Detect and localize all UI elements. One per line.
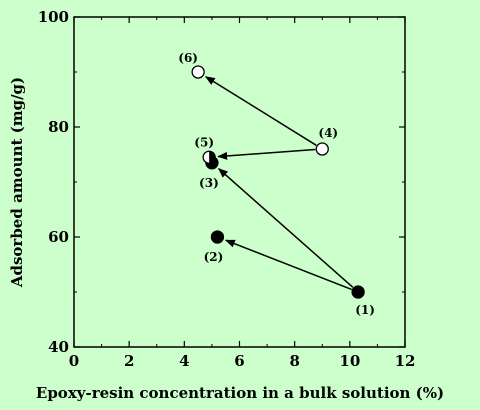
point-5 xyxy=(202,150,216,164)
point-label-6: (6) xyxy=(178,51,198,65)
x-tick-label: 12 xyxy=(395,352,416,370)
x-tick-label: 0 xyxy=(69,352,79,370)
arrow-1-to-2 xyxy=(224,239,352,291)
x-axis-title: Epoxy-resin concentration in a bulk solu… xyxy=(36,384,444,402)
point-2 xyxy=(210,230,225,244)
arrows xyxy=(204,76,354,291)
point-label-4: (4) xyxy=(318,126,338,140)
x-tick-labels: 0 2 4 6 8 10 12 xyxy=(69,352,416,370)
arrow-4-to-5 xyxy=(217,148,316,160)
x-tick-label: 4 xyxy=(179,352,189,370)
x-tick-label: 10 xyxy=(339,352,360,370)
y-axis-title: Adsorbed amount (mg/g) xyxy=(8,77,26,288)
point-4 xyxy=(315,142,329,156)
y-tick-labels: 40 60 80 100 xyxy=(38,8,69,356)
x-tick-label: 6 xyxy=(234,352,244,370)
data-points xyxy=(191,65,365,299)
point-labels: (1) (2) (3) (4) (5) (6) xyxy=(178,51,375,317)
point-label-3: (3) xyxy=(199,176,219,190)
point-label-5: (5) xyxy=(194,135,214,149)
y-tick-label: 60 xyxy=(48,228,69,246)
point-1 xyxy=(351,285,365,299)
y-tick-label: 80 xyxy=(48,118,69,136)
x-tick-label: 2 xyxy=(124,352,134,370)
x-tick-label: 8 xyxy=(289,352,299,370)
point-6 xyxy=(191,65,205,79)
y-tick-label: 40 xyxy=(48,338,69,356)
point-label-2: (2) xyxy=(204,250,224,264)
arrow-4-to-6 xyxy=(204,76,317,146)
point-label-1: (1) xyxy=(355,303,375,317)
axis-ticks xyxy=(73,16,406,348)
arrow-1-to-3 xyxy=(217,168,354,288)
y-tick-label: 100 xyxy=(38,8,69,26)
